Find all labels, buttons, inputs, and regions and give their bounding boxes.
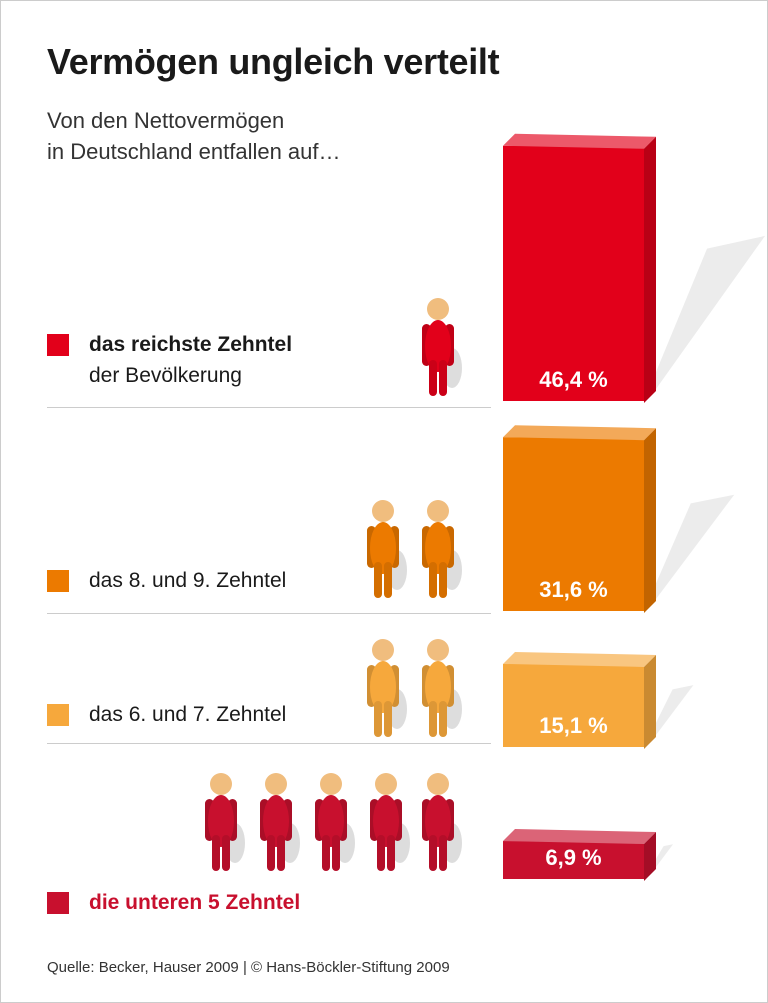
bar-side bbox=[644, 832, 656, 881]
person-icon bbox=[367, 500, 407, 598]
source-credit: Quelle: Becker, Hauser 2009 | © Hans-Böc… bbox=[47, 959, 450, 976]
legend-label: der Bevölkerung bbox=[89, 364, 242, 387]
bar-shadow bbox=[644, 685, 694, 747]
bar-side bbox=[644, 428, 656, 613]
bar-side bbox=[644, 136, 656, 404]
person-icon bbox=[422, 773, 462, 871]
divider bbox=[47, 407, 491, 408]
legend-swatch bbox=[47, 892, 69, 914]
person-icon bbox=[422, 500, 462, 598]
bar-value-label: 15,1 % bbox=[539, 713, 608, 738]
person-icon bbox=[367, 639, 407, 737]
divider bbox=[47, 743, 491, 744]
bar-value-label: 6,9 % bbox=[545, 845, 601, 870]
bar-top bbox=[503, 829, 656, 845]
legend-label: das 8. und 9. Zehntel bbox=[89, 569, 287, 592]
bar-front bbox=[503, 841, 644, 879]
person-icon bbox=[422, 298, 462, 396]
divider bbox=[47, 613, 491, 614]
legend-swatch bbox=[47, 704, 69, 726]
legend-swatch bbox=[47, 570, 69, 592]
bar-top bbox=[503, 425, 656, 441]
page-title: Vermögen ungleich verteilt bbox=[47, 41, 500, 82]
bar-value-label: 31,6 % bbox=[539, 577, 608, 602]
bar-side bbox=[644, 654, 656, 749]
bar-front bbox=[503, 145, 644, 401]
bar-front bbox=[503, 437, 644, 611]
bar-shadow bbox=[644, 235, 765, 401]
bar-top bbox=[503, 651, 656, 667]
legend-label-bold: das reichste Zehntel bbox=[89, 333, 293, 356]
person-icon bbox=[315, 773, 355, 871]
legend-label-bold: die unteren 5 Zehntel bbox=[89, 891, 301, 914]
bar-shadow bbox=[644, 494, 735, 611]
subtitle: Von den Nettovermögen in Deutschland ent… bbox=[47, 105, 341, 167]
person-icon bbox=[370, 773, 410, 871]
person-icon bbox=[422, 639, 462, 737]
subtitle-line-2: in Deutschland entfallen auf… bbox=[47, 139, 341, 164]
legend-swatch bbox=[47, 334, 69, 356]
person-icon bbox=[205, 773, 245, 871]
legend-label: das 6. und 7. Zehntel bbox=[89, 703, 287, 726]
bar-front bbox=[503, 663, 644, 747]
person-icon bbox=[260, 773, 300, 871]
subtitle-line-1: Von den Nettovermögen bbox=[47, 108, 285, 133]
bar-value-label: 46,4 % bbox=[539, 367, 608, 392]
bar-top bbox=[503, 133, 656, 149]
